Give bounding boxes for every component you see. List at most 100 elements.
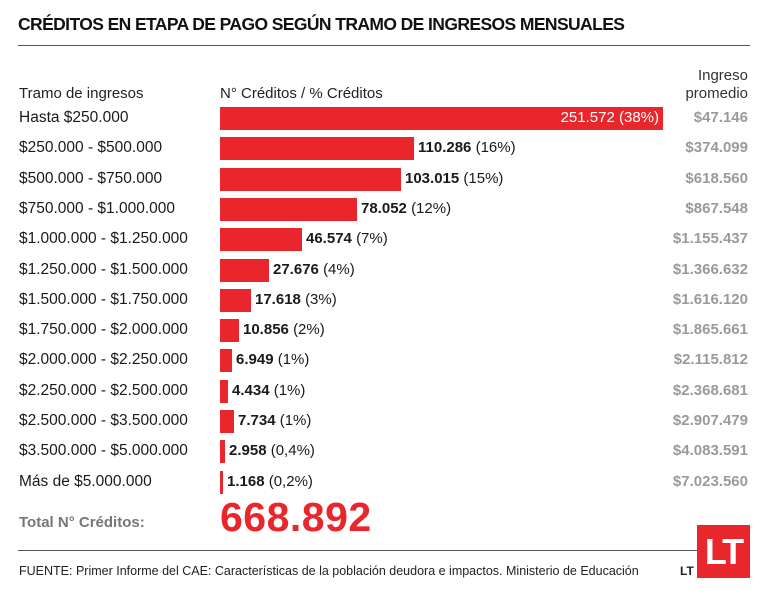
logo-text-small: LT: [680, 564, 694, 578]
table-row: $250.000 - $500.000 110.286 (16%) $374.099: [0, 134, 768, 164]
count-label: 110.286: [418, 139, 472, 157]
category-label: $2.250.000 - $2.500.000: [19, 381, 188, 399]
ingreso-promedio-value: $1.865.661: [672, 321, 748, 339]
category-label: $2.000.000 - $2.250.000: [19, 351, 188, 369]
ingreso-promedio-value: $867.548: [685, 199, 748, 217]
bar: [220, 137, 414, 161]
ingreso-promedio-value: $1.616.120: [672, 290, 748, 308]
ingreso-promedio-value: $2.368.681: [672, 381, 748, 399]
data-label: 1.168 (0,2%): [227, 473, 313, 490]
count-label: 46.574: [306, 230, 352, 248]
bar: [220, 288, 251, 312]
bar: [220, 319, 239, 343]
table-row: $1.000.000 - $1.250.000 46.574 (7%) $1.155…: [0, 225, 768, 255]
category-label: $1.250.000 - $1.500.000: [19, 260, 188, 278]
total-value: 668.892: [220, 494, 372, 540]
ingreso-promedio-value: $2.115.812: [673, 351, 748, 369]
table-row: Más de $5.000.000 1.168 (0,2%) $7.023.560: [0, 468, 768, 498]
percent-label: (4%): [323, 260, 355, 278]
percent-label: (16%): [475, 139, 516, 157]
header-ingreso-promedio: Ingreso promedio: [685, 67, 748, 103]
source-note: FUENTE: Primer Informe del CAE: Caracter…: [19, 564, 639, 578]
percent-label: (12%): [411, 199, 452, 217]
title-divider: [18, 45, 750, 46]
data-label: 10.856 (2%): [243, 321, 325, 338]
category-label: $1.750.000 - $2.000.000: [19, 321, 188, 339]
category-label: $500.000 - $750.000: [19, 169, 163, 187]
data-label: 6.949 (1%): [236, 351, 309, 368]
data-label: 46.574 (7%): [306, 230, 388, 247]
data-label: 78.052 (12%): [361, 200, 451, 217]
la-tercera-logo: LT: [697, 525, 750, 578]
chart-title: CRÉDITOS EN ETAPA DE PAGO SEGÚN TRAMO DE…: [18, 14, 625, 34]
percent-label: (7%): [356, 230, 388, 248]
total-label: Total N° Créditos:: [19, 514, 145, 531]
count-label: 2.958: [229, 442, 267, 460]
bar: [220, 440, 225, 464]
header-ingreso-line2: promedio: [685, 85, 748, 102]
table-row: $750.000 - $1.000.000 78.052 (12%) $867.54…: [0, 195, 768, 225]
count-label: 1.168: [227, 472, 265, 490]
percent-label: (0,2%): [268, 472, 313, 490]
table-row: $2.500.000 - $3.500.000 7.734 (1%) $2.907.…: [0, 407, 768, 437]
table-row: $1.750.000 - $2.000.000 10.856 (2%) $1.865…: [0, 316, 768, 346]
data-label: 110.286 (16%): [418, 139, 516, 156]
count-label: 78.052: [361, 199, 407, 217]
data-label: 7.734 (1%): [238, 412, 311, 429]
table-row: $2.250.000 - $2.500.000 4.434 (1%) $2.368.…: [0, 377, 768, 407]
table-row: $1.250.000 - $1.500.000 27.676 (4%) $1.366…: [0, 256, 768, 286]
header-tramo: Tramo de ingresos: [19, 85, 144, 102]
ingreso-promedio-value: $1.155.437: [672, 230, 748, 248]
table-row: $1.500.000 - $1.750.000 17.618 (3%) $1.616…: [0, 286, 768, 316]
bar: [220, 107, 663, 130]
footer-divider: [18, 550, 750, 551]
data-label: 251.572 (38%): [561, 109, 659, 126]
percent-label: (15%): [463, 169, 504, 187]
bar: [220, 379, 228, 403]
table-row: $500.000 - $750.000 103.015 (15%) $618.560: [0, 165, 768, 195]
data-label: 103.015 (15%): [405, 170, 503, 187]
count-label: 6.949: [236, 351, 274, 369]
count-label: 17.618: [255, 290, 301, 308]
count-label: 103.015: [405, 169, 460, 187]
percent-label: (1%): [279, 412, 312, 429]
category-label: $3.500.000 - $5.000.000: [19, 442, 188, 460]
percent-label: (1%): [273, 381, 306, 399]
count-label: 7.734: [238, 412, 276, 429]
header-ingreso-line1: Ingreso: [697, 67, 748, 84]
data-label: 2.958 (0,4%): [229, 442, 315, 459]
percent-label: (2%): [293, 321, 325, 339]
ingreso-promedio-value: $4.083.591: [672, 442, 748, 460]
bar: [220, 470, 223, 494]
table-row: Hasta $250.000 251.572 (38%) $47.146: [0, 104, 768, 134]
ingreso-promedio-value: $618.560: [685, 169, 748, 187]
category-label: $1.000.000 - $1.250.000: [19, 230, 188, 248]
category-label: Más de $5.000.000: [19, 472, 152, 490]
count-label: 4.434: [232, 381, 270, 399]
bar: [220, 349, 232, 373]
bar: [220, 197, 357, 221]
percent-label: (1%): [277, 351, 310, 369]
ingreso-promedio-value: $7.023.560: [672, 472, 748, 490]
data-label: 27.676 (4%): [273, 261, 355, 278]
percent-label: (0,4%): [270, 442, 315, 460]
bar: [220, 167, 401, 191]
bar: [220, 258, 269, 282]
ingreso-promedio-value: $1.366.632: [672, 260, 748, 278]
percent-label: (38%): [618, 109, 659, 126]
category-label: Hasta $250.000: [19, 109, 129, 126]
bar: [220, 228, 302, 252]
ingreso-promedio-value: $2.907.479: [672, 412, 748, 429]
data-label: 4.434 (1%): [232, 382, 305, 399]
header-creditos: N° Créditos / % Créditos: [220, 85, 383, 102]
bar: [220, 410, 234, 433]
category-label: $1.500.000 - $1.750.000: [19, 290, 188, 308]
category-label: $750.000 - $1.000.000: [19, 199, 175, 217]
count-label: 251.572: [560, 109, 615, 126]
table-row: $2.000.000 - $2.250.000 6.949 (1%) $2.115.…: [0, 346, 768, 376]
ingreso-promedio-value: $374.099: [685, 139, 748, 157]
percent-label: (3%): [305, 290, 337, 308]
table-row: $3.500.000 - $5.000.000 2.958 (0,4%) $4.08…: [0, 437, 768, 467]
count-label: 10.856: [243, 321, 289, 339]
count-label: 27.676: [273, 260, 319, 278]
